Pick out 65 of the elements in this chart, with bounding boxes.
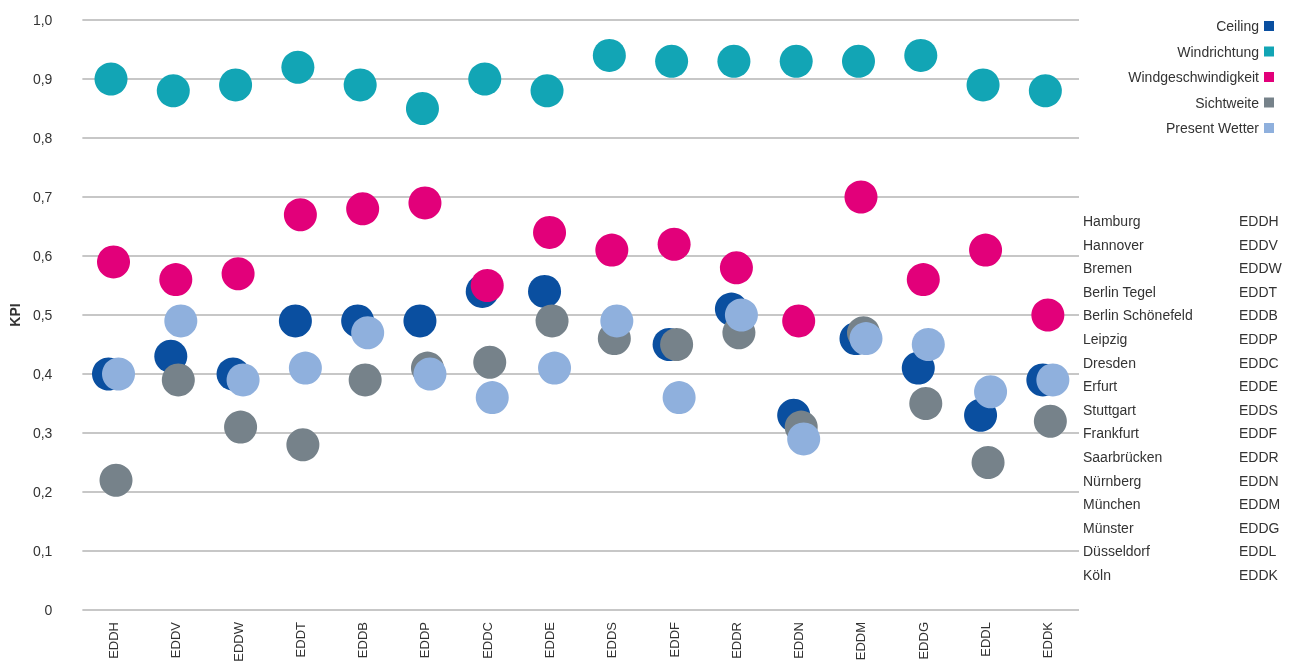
- text: EDDG: [1239, 519, 1280, 536]
- y-axis-title: KPI: [7, 303, 23, 327]
- legend-label: Present Wetter: [1165, 120, 1260, 136]
- text: EDDM: [1239, 496, 1281, 513]
- text: Frankfurt: [1083, 425, 1140, 442]
- text: München: [1083, 496, 1141, 513]
- text: Köln: [1083, 567, 1112, 583]
- text: EDDT: [1239, 283, 1278, 300]
- text: EDDS: [1239, 401, 1278, 418]
- text: Münster: [1083, 519, 1134, 536]
- y-tick-label: 0,8: [32, 130, 53, 146]
- text: Berlin Schönefeld: [1083, 307, 1193, 324]
- y-tick-label: 0,5: [32, 307, 53, 323]
- y-tick-label: 0,3: [32, 425, 53, 441]
- text: EDDP: [1239, 331, 1278, 347]
- legend-label: Ceiling: [1216, 18, 1259, 34]
- text: EDDN: [1239, 472, 1279, 489]
- x-tick-label: EDDK: [1040, 621, 1056, 659]
- x-tick-label: EDDT: [292, 621, 308, 658]
- x-tick-label: EDDN: [791, 622, 807, 659]
- y-tick-label: 0,2: [32, 484, 53, 500]
- text: Hamburg: [1083, 213, 1141, 229]
- text: Dresden: [1083, 354, 1136, 371]
- x-tick-label: EDDF: [666, 621, 682, 658]
- x-tick-label: EDDG: [915, 622, 931, 660]
- x-tick-label: EDDC: [479, 622, 495, 659]
- x-tick-label: EDDW: [230, 621, 246, 662]
- y-tick-label: 1,0: [32, 12, 53, 28]
- x-tick-label: EDDP: [417, 622, 433, 659]
- text: Nürnberg: [1083, 472, 1142, 489]
- text: Stuttgart: [1083, 401, 1137, 418]
- text: Saarbrücken: [1083, 449, 1163, 465]
- text: EDDV: [1239, 236, 1279, 253]
- text: Berlin Tegel: [1083, 283, 1156, 300]
- text: Bremen: [1083, 260, 1133, 277]
- text: EDDH: [1239, 213, 1279, 229]
- text: EDDE: [1239, 378, 1278, 395]
- text: EDDK: [1239, 567, 1279, 583]
- text: EDDC: [1239, 354, 1279, 371]
- y-tick-label: 0,6: [32, 248, 53, 264]
- y-tick-label: 0,4: [32, 366, 53, 382]
- x-tick-label: EDDV: [168, 621, 184, 659]
- y-tick-label: 0: [44, 602, 53, 618]
- y-tick-label: 0,9: [32, 71, 53, 87]
- legend-label: Windrichtung: [1177, 43, 1259, 60]
- x-tick-label: EDDR: [728, 622, 744, 659]
- x-tick-label: EDDB: [355, 622, 371, 659]
- text: Hannover: [1083, 236, 1145, 253]
- legend-label: Windgeschwindigkeit: [1128, 69, 1260, 85]
- x-tick-label: EDDL: [978, 622, 994, 657]
- text: EDDF: [1239, 425, 1278, 442]
- legend-label: Sichtweite: [1195, 94, 1260, 111]
- y-tick-label: 0,1: [32, 543, 53, 559]
- text: EDDL: [1239, 543, 1277, 560]
- x-tick-label: EDDS: [604, 621, 620, 659]
- y-tick-label: 0,7: [32, 189, 53, 205]
- text: Leipzig: [1083, 331, 1128, 347]
- x-tick-label: EDDE: [542, 621, 558, 659]
- text: Erfurt: [1083, 378, 1118, 395]
- x-tick-label: EDDM: [853, 622, 869, 661]
- text: EDDW: [1239, 260, 1283, 277]
- x-tick-label: EDDH: [106, 622, 122, 659]
- text: EDDB: [1239, 307, 1278, 324]
- text: EDDR: [1239, 449, 1279, 465]
- text: Düsseldorf: [1083, 543, 1151, 560]
